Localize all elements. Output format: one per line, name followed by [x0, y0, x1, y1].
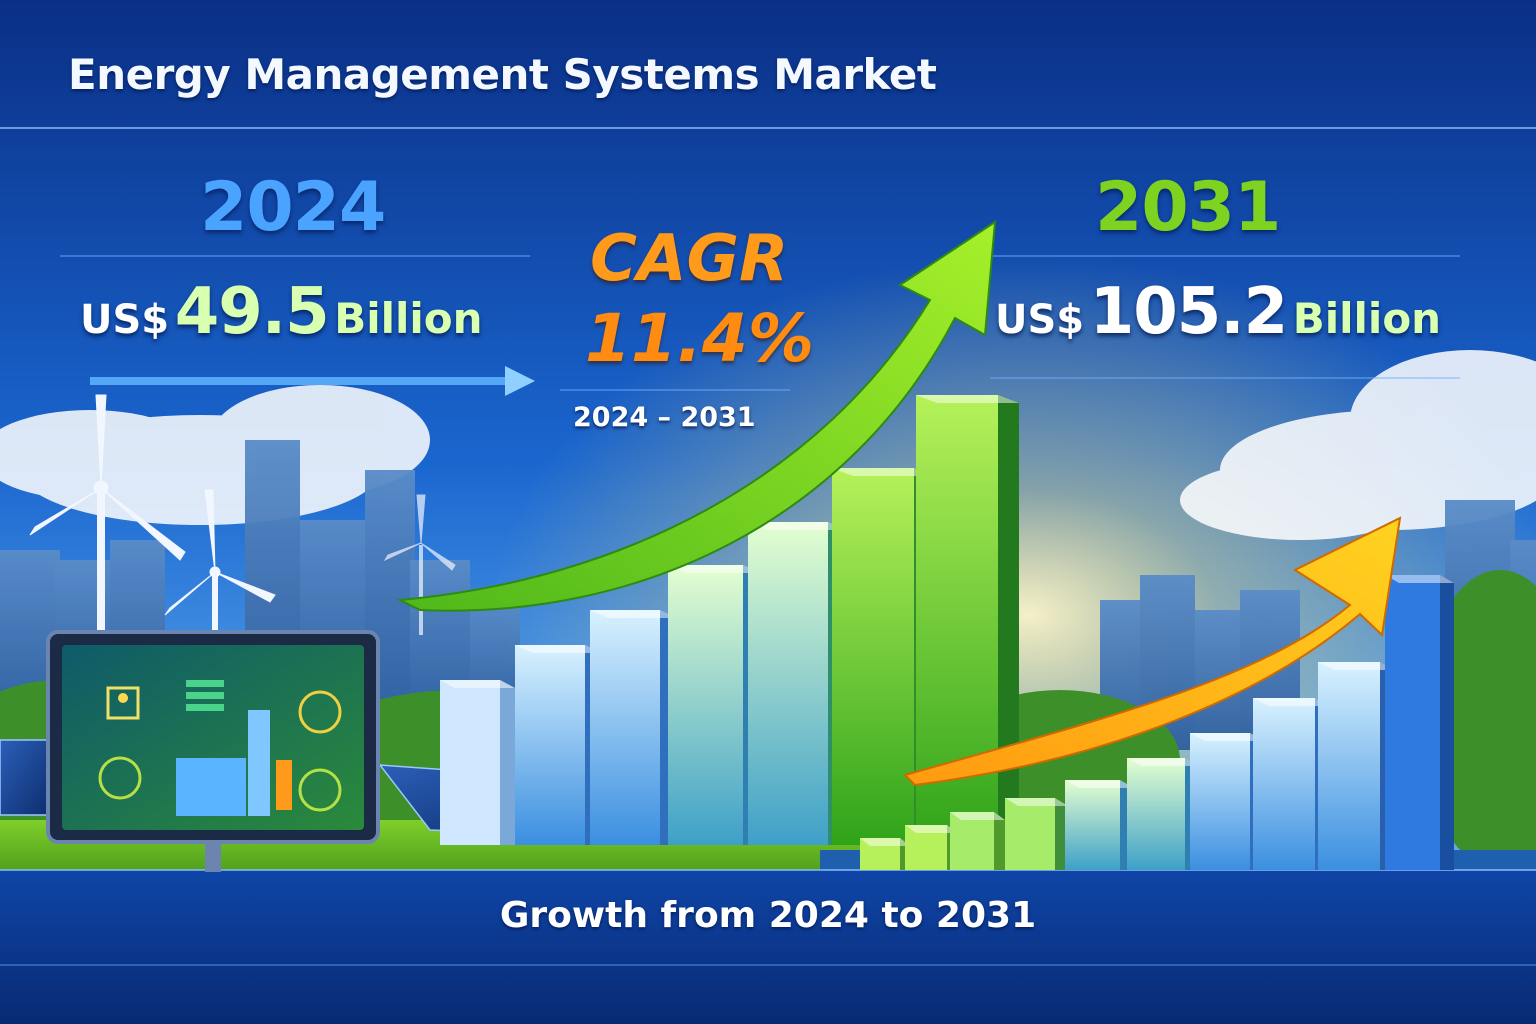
end-year: 2031: [1095, 168, 1281, 247]
green-growth-arrow: [396, 220, 997, 612]
end-value: US$ 105.2 Billion: [995, 275, 1441, 349]
start-currency: US$: [80, 297, 170, 343]
start-unit: Billion: [334, 294, 483, 343]
main-bar-4: [668, 565, 762, 845]
end-currency: US$: [995, 297, 1085, 343]
bottom-band: [0, 870, 1536, 1024]
footer-caption: Growth from 2024 to 2031: [499, 895, 1037, 936]
clouds: [0, 350, 1536, 540]
right-arrow-icon: [90, 366, 535, 396]
secondary-bar-4: [1005, 798, 1068, 870]
cagr-period: 2024 – 2031: [573, 402, 756, 433]
dashboard-monitor-icon: [46, 630, 380, 872]
cagr-label: CAGR: [590, 222, 789, 296]
secondary-bar-6: [1127, 758, 1200, 870]
start-value: US$ 49.5 Billion: [80, 275, 483, 349]
main-bar-2: [515, 645, 603, 845]
main-bar-3: [590, 610, 678, 845]
secondary-bar-5: [1065, 780, 1134, 870]
secondary-bar-3: [950, 812, 1005, 870]
secondary-bar-1: [860, 838, 910, 870]
main-bar-1: [440, 680, 515, 845]
yellow-growth-arrow: [903, 516, 1402, 787]
cagr-value: 11.4%: [585, 300, 814, 377]
bar-chart-secondary: [860, 575, 1454, 870]
end-unit: Billion: [1292, 294, 1442, 343]
bar-chart-main: [440, 395, 1019, 845]
secondary-bar-10: [1385, 575, 1454, 870]
end-amount: 105.2: [1089, 275, 1288, 349]
secondary-bar-9: [1318, 662, 1396, 870]
page-title: Energy Management Systems Market: [68, 50, 937, 99]
start-amount: 49.5: [174, 275, 330, 349]
start-year: 2024: [200, 168, 386, 247]
